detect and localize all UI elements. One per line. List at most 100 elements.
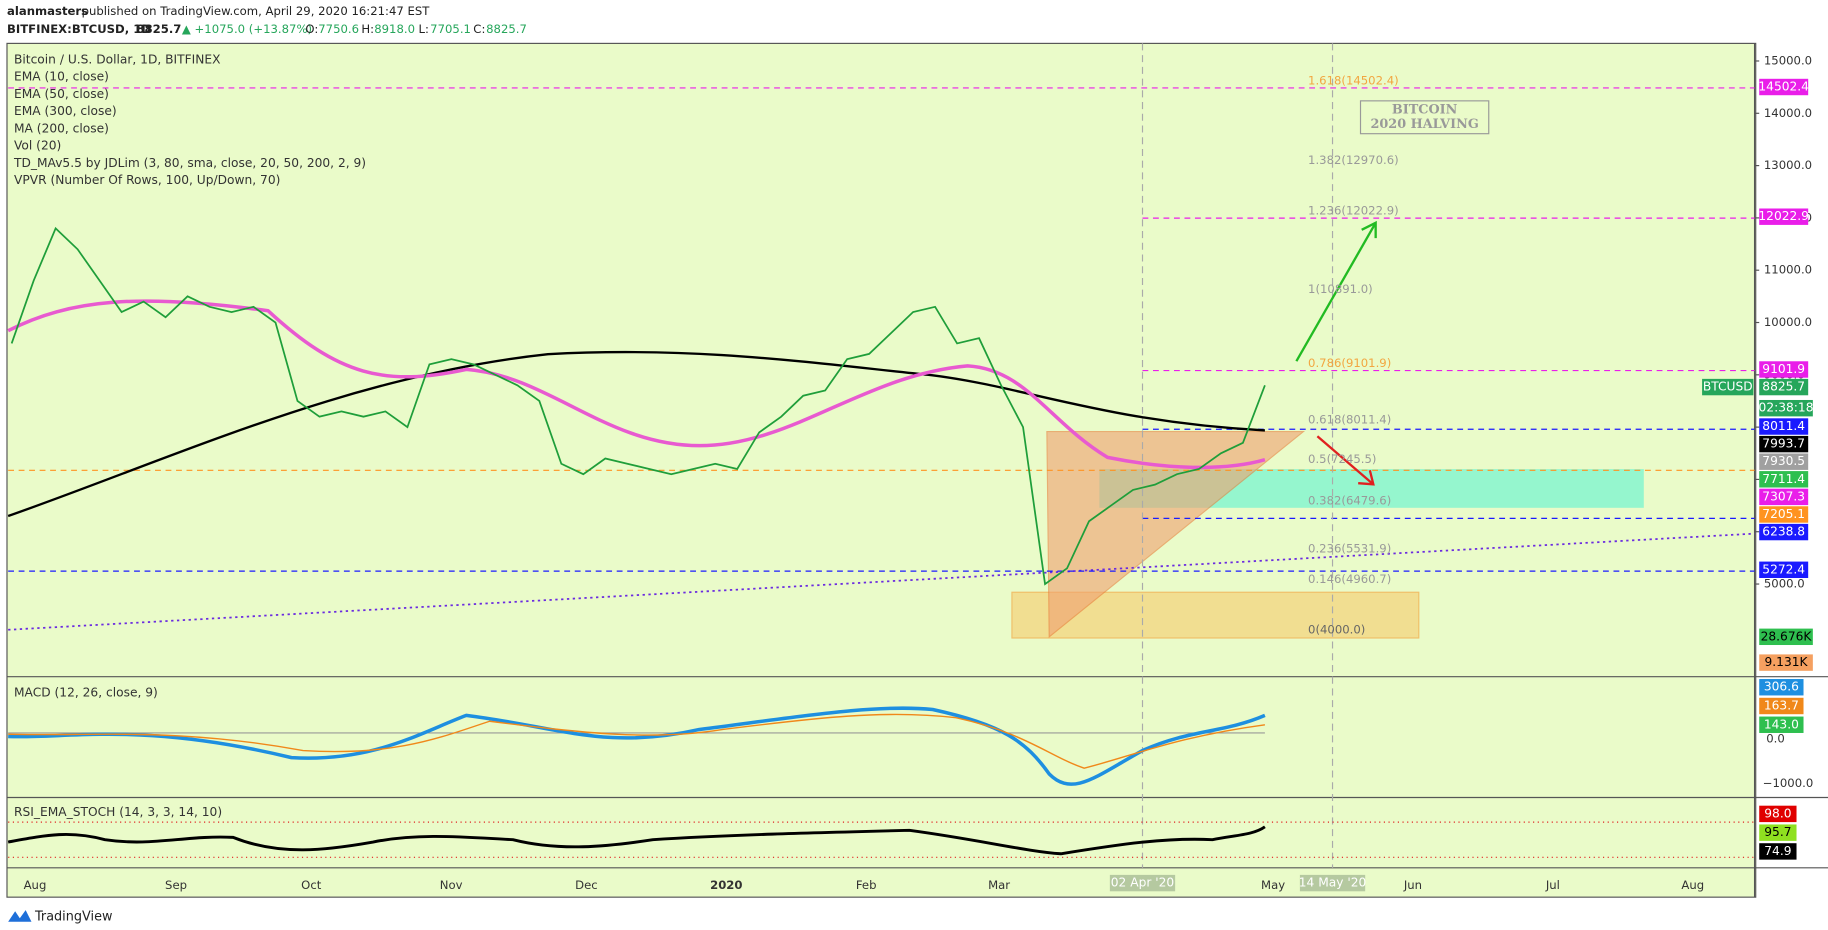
tag-bg	[1759, 506, 1809, 523]
price-marker-label: 6238.8	[1762, 525, 1805, 539]
price-marker: 7930.5	[1759, 453, 1809, 470]
countdown: 02:38:18	[1759, 401, 1814, 415]
arrow	[1295, 222, 1377, 362]
tag-bg	[1759, 824, 1797, 841]
ohlc-label: L:	[419, 22, 429, 36]
tag-bg	[1759, 843, 1797, 860]
price-marker: BTCUSD 8825.7 02:38:18	[1702, 378, 1814, 417]
tag-bg	[1759, 628, 1813, 646]
price-marker: 9101.9	[1759, 361, 1809, 378]
price-marker: 7307.3	[1759, 488, 1809, 506]
price-marker: 6238.8	[1759, 523, 1809, 541]
fib-label: 1.382(12970.6)	[1308, 153, 1399, 167]
time-label: Oct	[301, 878, 322, 892]
price-line	[10, 226, 1266, 586]
legend-item: VPVR (Number Of Rows, 100, Up/Down, 70)	[14, 173, 280, 187]
price-marker: 14502.4	[1758, 78, 1809, 96]
tag-bg	[1759, 805, 1797, 823]
triangle-pattern	[1046, 430, 1306, 639]
volume-label: 9.131K	[1765, 655, 1809, 669]
fib-label: 1.236(12022.9)	[1308, 204, 1399, 218]
publisher: alanmasters	[7, 4, 88, 18]
symbol: BITFINEX:BTCUSD, 1D	[7, 22, 151, 36]
tag-bg	[1759, 418, 1809, 435]
tag-bg	[1759, 679, 1804, 696]
tag-bg	[1299, 874, 1366, 892]
macd-title: MACD (12, 26, close, 9)	[14, 686, 158, 700]
rsi-line	[7, 825, 1266, 856]
time-label: 14 May '20	[1299, 876, 1367, 890]
rsi-label: 95.7	[1764, 825, 1791, 839]
price-marker-label: 7993.7	[1762, 437, 1805, 451]
price-tick-label: 14000.0	[1764, 106, 1812, 120]
macd-label: 306.6	[1764, 680, 1799, 694]
tag-bg	[1759, 697, 1804, 715]
price-marker-label: 7711.4	[1762, 472, 1805, 486]
ohlc-value: 7705.1	[430, 22, 471, 36]
price-marker-label: 7205.1	[1762, 507, 1805, 521]
time-label: Nov	[440, 878, 463, 892]
price-tick-label: 15000.0	[1764, 53, 1812, 67]
time-label: 2020	[710, 878, 742, 892]
legend-item: Vol (20)	[14, 138, 61, 152]
time-label: Sep	[165, 878, 187, 892]
price-marker: 7205.1	[1759, 506, 1809, 523]
published: published on TradingView.com, April 29, …	[82, 4, 431, 18]
legend-item: EMA (300, close)	[14, 104, 117, 118]
price-marker-label: 14502.4	[1758, 79, 1809, 93]
ohlc-label: O:	[305, 22, 318, 36]
tag-bg	[1759, 78, 1809, 96]
macd-label: 163.7	[1764, 698, 1799, 712]
legend-item: EMA (10, close)	[14, 70, 109, 84]
legend-item: MA (200, close)	[14, 121, 109, 135]
fib-label: 0.146(4960.7)	[1308, 572, 1391, 586]
change: ▲ +1075.0 (+13.87%)	[182, 22, 312, 36]
price-marker: 5272.4	[1759, 561, 1809, 578]
time-label: 02 Apr '20	[1111, 876, 1174, 890]
footer: TradingView	[34, 910, 112, 925]
trendline	[8, 532, 1755, 631]
time-label: Feb	[856, 878, 877, 892]
time-label: Jul	[1545, 878, 1560, 892]
fib-label: 0(4000.0)	[1308, 622, 1365, 636]
annotation: 2020 HALVING	[1370, 117, 1478, 132]
tag-bg	[1759, 453, 1809, 470]
tag-bg	[1759, 361, 1809, 378]
tag-bg	[1759, 208, 1809, 225]
price-tick-label: 5000.0	[1764, 577, 1805, 591]
rsi-title: RSI_EMA_STOCH (14, 3, 3, 14, 10)	[14, 805, 222, 819]
rsi-label: 98.0	[1764, 806, 1791, 820]
macd-axis-label: −1000.0	[1763, 776, 1814, 790]
fib-label: 0.5(7245.5)	[1308, 452, 1376, 466]
fib-label: 0.618(8011.4)	[1308, 412, 1391, 426]
tag-bg	[1759, 523, 1809, 541]
fib-label: 0.382(6479.6)	[1308, 493, 1391, 507]
time-label: Aug	[24, 878, 47, 892]
macd-line	[8, 706, 1266, 786]
annotation: BITCOIN	[1392, 103, 1458, 118]
fib-label: 0.236(5531.9)	[1308, 541, 1391, 555]
legend-item: TD_MAv5.5 by JDLim (3, 80, sma, close, 2…	[13, 156, 366, 170]
price-marker-label: 5272.4	[1762, 562, 1805, 576]
price-marker-label: 9101.9	[1762, 362, 1805, 376]
tag-bg	[1759, 654, 1813, 671]
indicator-legend: Bitcoin / U.S. Dollar, 1D, BITFINEX EMA (…	[13, 52, 366, 187]
price-tick-label: 11000.0	[1764, 263, 1812, 277]
legend-item: EMA (50, close)	[14, 87, 109, 101]
price-tick-label: 13000.0	[1764, 158, 1812, 172]
price-marker-label: 7930.5	[1762, 454, 1805, 468]
time-label: Dec	[575, 878, 598, 892]
arrow	[1316, 435, 1375, 486]
price-marker: 7993.7	[1759, 435, 1809, 453]
tag-bg	[1759, 716, 1804, 733]
fib-label: 1(10891.0)	[1308, 282, 1373, 296]
tag-bg	[1759, 435, 1809, 453]
tag-bg	[1759, 378, 1809, 396]
symbol-tag: BTCUSD	[1703, 380, 1753, 394]
time-label: Aug	[1681, 878, 1704, 892]
ma-200	[7, 350, 1265, 518]
tag-bg	[1702, 378, 1754, 396]
price-tick-label: 10000.0	[1764, 315, 1812, 329]
